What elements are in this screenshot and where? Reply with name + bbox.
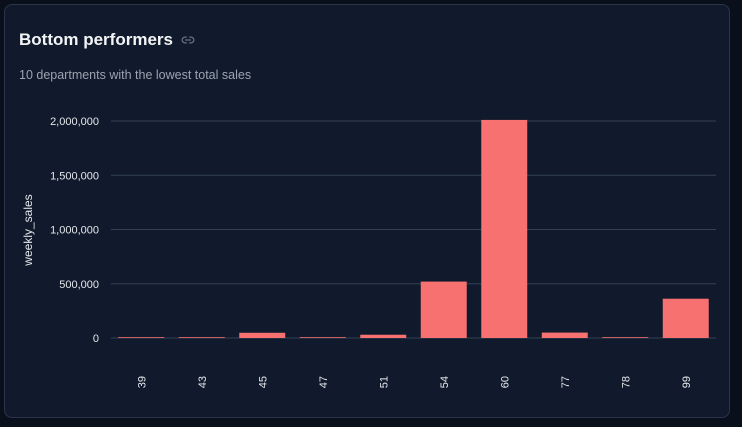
bar-dept-78[interactable]	[602, 337, 649, 338]
bars	[118, 119, 709, 338]
x-tick-label: 60	[499, 376, 511, 388]
x-tick-label: 39	[136, 376, 148, 388]
y-axis-title: weekly_sales	[21, 194, 35, 266]
card-header: Bottom performers	[19, 29, 196, 51]
y-tick-label: 1,000,000	[50, 225, 99, 237]
y-tick-label: 500,000	[59, 279, 99, 291]
bar-dept-77[interactable]	[541, 332, 588, 338]
bar-dept-51[interactable]	[360, 334, 407, 338]
bar-dept-45[interactable]	[239, 332, 286, 338]
x-tick-label: 77	[560, 376, 572, 388]
x-tick-label: 47	[318, 376, 330, 388]
bar-dept-47[interactable]	[299, 337, 346, 338]
x-tick-label: 43	[197, 376, 209, 388]
bar-dept-39[interactable]	[118, 337, 165, 338]
y-axis-ticks: 0 500,000 1,000,000 1,500,000 2,000,000	[50, 116, 99, 345]
x-tick-label: 78	[620, 376, 632, 388]
x-tick-label: 45	[257, 376, 269, 388]
chart-subtitle: 10 departments with the lowest total sal…	[19, 68, 252, 82]
x-tick-label: 51	[378, 376, 390, 388]
chart-card: Bottom performers 10 departments with th…	[4, 4, 730, 418]
bar-dept-99[interactable]	[662, 298, 709, 338]
gridlines	[111, 120, 716, 339]
x-tick-label: 99	[681, 376, 693, 388]
x-tick-label: 54	[439, 376, 451, 388]
x-axis-ticks: 39 43 45 47 51 54 60 77 78 99	[136, 376, 693, 388]
bar-dept-54[interactable]	[420, 281, 467, 338]
y-tick-label: 2,000,000	[50, 116, 99, 128]
y-tick-label: 1,500,000	[50, 170, 99, 182]
bar-dept-60[interactable]	[481, 119, 528, 338]
bar-dept-43[interactable]	[178, 337, 225, 338]
y-tick-label: 0	[93, 333, 99, 345]
chart-title: Bottom performers	[19, 30, 173, 49]
link-icon[interactable]	[180, 32, 196, 48]
